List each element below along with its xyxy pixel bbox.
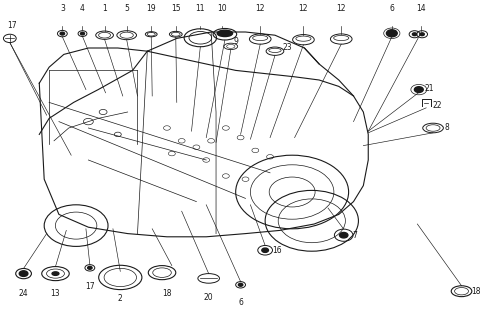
Ellipse shape bbox=[217, 30, 233, 36]
Circle shape bbox=[87, 266, 92, 269]
Text: 6: 6 bbox=[238, 298, 243, 307]
Text: 24: 24 bbox=[19, 289, 28, 298]
Text: 15: 15 bbox=[171, 4, 181, 13]
Text: 4: 4 bbox=[80, 4, 85, 13]
Text: 3: 3 bbox=[60, 4, 65, 13]
Circle shape bbox=[420, 33, 424, 36]
Text: 23: 23 bbox=[282, 44, 292, 52]
Circle shape bbox=[19, 271, 28, 276]
Circle shape bbox=[412, 33, 417, 36]
Text: 14: 14 bbox=[416, 4, 426, 13]
Circle shape bbox=[81, 32, 84, 35]
Text: 12: 12 bbox=[255, 4, 265, 13]
Circle shape bbox=[262, 248, 269, 252]
Text: 19: 19 bbox=[146, 4, 156, 13]
Circle shape bbox=[414, 87, 423, 92]
Text: 7: 7 bbox=[353, 231, 357, 240]
Text: 10: 10 bbox=[218, 4, 227, 13]
Text: 18: 18 bbox=[471, 287, 481, 296]
Text: 11: 11 bbox=[195, 4, 205, 13]
Text: 17: 17 bbox=[7, 21, 17, 30]
Text: 9: 9 bbox=[233, 37, 238, 46]
Text: 12: 12 bbox=[336, 4, 346, 13]
Text: 6: 6 bbox=[389, 4, 394, 13]
Text: 13: 13 bbox=[51, 289, 60, 298]
Text: 20: 20 bbox=[204, 293, 214, 302]
Text: 1: 1 bbox=[102, 4, 107, 13]
Text: 5: 5 bbox=[124, 4, 129, 13]
Text: 18: 18 bbox=[162, 289, 172, 298]
Circle shape bbox=[60, 32, 65, 35]
Text: 22: 22 bbox=[432, 101, 441, 110]
Circle shape bbox=[339, 232, 348, 238]
Text: 12: 12 bbox=[299, 4, 308, 13]
Circle shape bbox=[239, 284, 243, 286]
Text: 2: 2 bbox=[118, 294, 123, 303]
Circle shape bbox=[386, 30, 397, 37]
Text: 17: 17 bbox=[85, 282, 95, 291]
Text: 8: 8 bbox=[445, 123, 450, 132]
Text: 16: 16 bbox=[272, 246, 282, 255]
Ellipse shape bbox=[52, 272, 59, 275]
Text: 21: 21 bbox=[425, 84, 434, 93]
